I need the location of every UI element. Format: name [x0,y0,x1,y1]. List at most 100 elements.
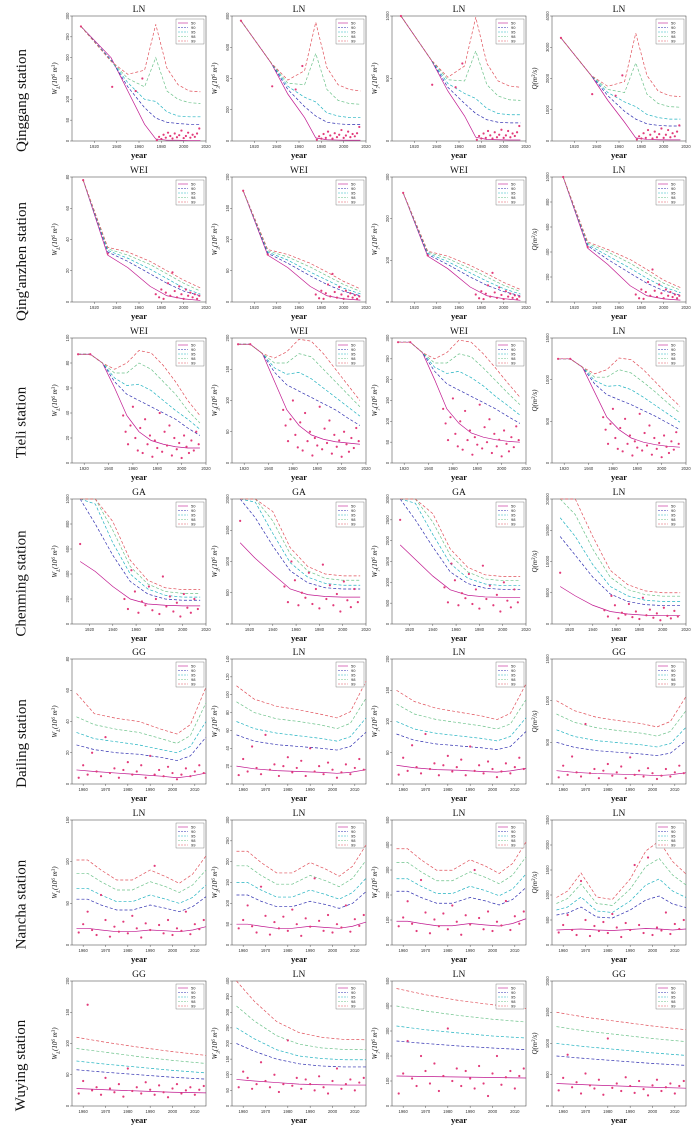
legend-label: 99 [671,521,676,526]
data-point [131,914,134,917]
series-line-q95 [76,884,207,904]
y-axis-label-part: W [371,409,379,416]
series-line-q99 [236,681,367,719]
data-point [614,436,617,440]
x-tick-label: 1960 [559,787,569,792]
data-point [325,597,328,601]
y-tick-label: 0 [385,300,390,303]
y-axis-label-part: ) [51,62,59,66]
data-point [282,765,285,768]
legend-label: 95 [511,29,516,34]
data-point [136,449,139,452]
x-axis-label: year [451,954,467,964]
y-tick-label: 2000 [545,840,550,850]
series-line-q90 [558,358,681,430]
x-tick-label: 2000 [328,787,338,792]
y-tick-label: 0 [65,1104,70,1107]
legend-label: 95 [351,29,356,34]
series-line-q90 [78,353,201,436]
plot-frame [231,658,367,785]
legend-label: 90 [671,829,676,834]
y-axis-label-part: 6 [212,557,217,560]
y-tick-label: 0 [545,1104,550,1107]
data-point [513,588,516,591]
legend-label: 95 [191,512,196,517]
y-axis-label-part: ( [211,83,219,86]
x-tick-label: 1960 [399,948,409,953]
data-point [358,757,361,761]
y-axis-label: W7(106 m3) [371,384,382,417]
y-axis-label-part: ) [51,705,59,709]
y-axis-label-part: 6 [52,878,57,881]
legend-label: 99 [671,842,676,847]
y-tick-label: 400 [385,1002,390,1010]
data-point [249,343,252,346]
data-point [562,175,565,179]
y-tick-label: 0 [65,461,70,464]
data-point [673,1092,676,1095]
y-tick-label: 0 [225,943,230,946]
data-point [283,585,286,588]
data-point [158,135,161,138]
data-point [153,773,156,776]
legend-label: 50 [511,663,516,668]
legend-label: 50 [511,824,516,829]
x-tick-label: 1980 [473,466,483,471]
data-point [488,418,491,421]
data-point [353,1089,356,1092]
legend-label: 90 [671,668,676,673]
x-tick-label: 1960 [239,948,249,953]
y-tick-label: 150 [385,686,390,694]
y-tick-label: 1000 [545,172,550,182]
data-point [129,424,132,427]
data-point [268,1086,272,1089]
y-axis-label-part: 6 [52,74,57,77]
legend-label: 99 [191,38,196,43]
y-axis-label-part: 1 [371,563,379,567]
y-axis-label-part: / [531,233,539,237]
y-axis-label-part: 3 [372,547,377,550]
y-tick-label: 200 [225,173,230,181]
legend-label: 99 [351,681,356,686]
y-tick-label: 0 [225,782,230,785]
y-axis-label: W7(106 m3) [371,1027,382,1060]
series-line-q50 [396,918,527,927]
data-point [155,139,158,142]
x-tick-label: 1940 [268,627,278,632]
x-axis-label: year [291,150,307,160]
data-point [483,426,486,429]
data-point [397,773,400,776]
x-tick-label: 1960 [608,466,618,471]
y-tick-label: 100 [225,691,230,699]
x-tick-label: 1940 [432,305,442,310]
chart-title: LN [453,809,466,819]
data-point [326,913,330,917]
chart-panel: LN 1960 1970 1980 1990 2000 2010 0 500 1000 1500 20… [530,808,690,965]
y-axis-label-part: / [531,715,539,719]
legend-label: 90 [191,25,196,30]
data-point [642,931,645,935]
y-axis-label-part: ) [531,1032,539,1036]
data-point [588,772,592,775]
series-line-q99 [82,180,201,289]
y-axis-label-part: 1 [211,563,219,567]
data-point [437,774,440,777]
data-point [606,931,609,935]
x-tick-label: 1980 [317,305,327,310]
data-point [666,614,669,617]
y-axis-label-part: W [371,891,379,898]
data-point [286,440,290,443]
data-point [651,933,654,937]
y-axis-label: WL(106 m3) [51,545,62,578]
data-point [646,128,650,132]
data-point [591,93,594,96]
data-point [518,295,521,298]
data-point [513,134,516,138]
data-point [95,933,98,937]
x-tick-label: 1920 [565,627,575,632]
legend-label: 95 [191,29,196,34]
legend-label: 90 [191,829,196,834]
legend-label: 50 [671,824,676,829]
legend-label: 99 [511,199,516,204]
